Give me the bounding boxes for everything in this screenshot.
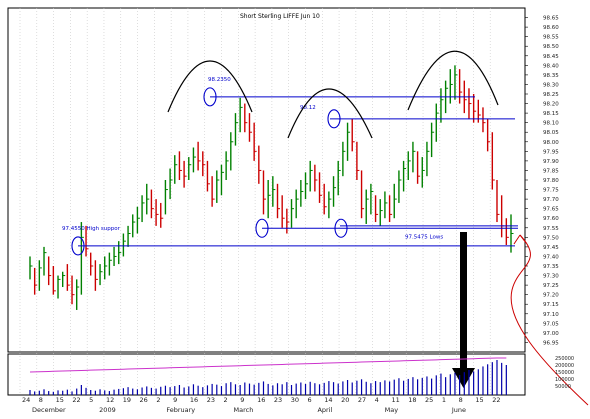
y-tick-label: 98.20 [543,102,559,108]
y-tick-label: 97.95 [543,149,559,155]
y-tick-label: 98.50 [543,44,559,50]
x-tick-label: 1 [442,396,446,404]
y-tick-label: 98.15 [543,111,559,117]
chart-title: Short Sterling LIFFE Jun 10 [240,13,320,20]
x-tick-label: 4 [375,396,379,404]
y-tick-label: 97.25 [543,283,559,289]
y-tick-label: 97.40 [543,254,559,260]
y-tick-label: 98.00 [543,140,559,146]
open-interest-line [29,357,507,373]
volume-tick-label: 100000 [555,377,574,383]
highlight-circle [334,218,348,238]
month-label: June [451,406,466,414]
x-tick-label: 22 [492,396,500,404]
y-tick-label: 97.65 [543,207,559,213]
level-label: 97.5475 Lows [405,234,443,240]
x-tick-label: 18 [408,396,416,404]
x-tick-label: 15 [56,396,64,404]
x-tick-label: 23 [274,396,282,404]
volume-tick-label: 250000 [555,356,574,362]
month-label: 2009 [99,406,116,414]
y-tick-label: 98.05 [543,130,559,136]
highlight-circle [327,109,341,129]
y-tick-label: 98.25 [543,92,559,98]
level-label: 98.2350 [208,77,231,83]
y-tick-label: 97.90 [543,159,559,165]
month-label: March [234,406,254,414]
red-annotation-curve [510,234,589,406]
red-annotation-arrowhead [513,234,527,245]
y-tick-label: 98.30 [543,82,559,88]
y-tick-label: 97.75 [543,188,559,194]
volume-tick-label: 150000 [555,370,574,376]
x-tick-label: 5 [89,396,93,404]
x-tick-label: 11 [391,396,399,404]
highlight-circle [255,218,269,238]
y-tick-label: 97.30 [543,274,559,280]
y-tick-label: 97.10 [543,312,559,318]
y-tick-label: 96.95 [543,340,559,346]
price-panel [7,7,526,353]
volume-tick-label: 50000 [555,384,571,390]
highlight-circle [203,87,217,107]
month-label: April [317,406,332,414]
x-tick-label: 22 [72,396,80,404]
highlight-circle [71,236,85,256]
x-tick-label: 14 [324,396,332,404]
level-label: 97.4550 High suppor [62,226,121,232]
x-tick-label: 26 [140,396,148,404]
shoulder-arc-right [407,50,499,111]
y-tick-label: 98.40 [543,63,559,69]
x-tick-label: 9 [240,396,244,404]
volume-tick-label: 200000 [555,363,574,369]
x-tick-label: 16 [257,396,265,404]
x-tick-label: 2 [224,396,228,404]
y-tick-label: 97.70 [543,197,559,203]
y-tick-label: 97.50 [543,235,559,241]
x-tick-label: 8 [459,396,463,404]
y-tick-label: 98.45 [543,54,559,60]
head-arc [287,88,373,139]
y-tick-label: 97.15 [543,302,559,308]
x-tick-label: 15 [475,396,483,404]
level-label: 98.12 [300,105,316,111]
y-tick-label: 97.35 [543,264,559,270]
x-tick-label: 6 [307,396,311,404]
y-tick-label: 97.20 [543,293,559,299]
y-tick-label: 97.60 [543,216,559,222]
month-label: May [385,406,399,414]
x-tick-label: 2 [156,396,160,404]
target-arrow-shaft [460,232,467,372]
x-tick-label: 24 [22,396,30,404]
shoulder-arc [167,60,253,113]
x-tick-label: 9 [173,396,177,404]
x-tick-label: 25 [425,396,433,404]
y-tick-label: 98.55 [543,35,559,41]
y-tick-label: 98.65 [543,16,559,22]
y-tick-label: 98.35 [543,73,559,79]
volume-panel [7,353,526,396]
month-label: December [32,406,66,414]
y-tick-label: 97.55 [543,226,559,232]
month-label: February [166,406,195,414]
x-tick-label: 20 [341,396,349,404]
y-tick-label: 97.05 [543,321,559,327]
y-tick-label: 97.45 [543,245,559,251]
y-tick-label: 98.60 [543,25,559,31]
x-tick-label: 23 [207,396,215,404]
y-tick-label: 97.80 [543,178,559,184]
x-tick-label: 27 [358,396,366,404]
x-tick-label: 19 [123,396,131,404]
x-tick-label: 8 [39,396,43,404]
y-tick-label: 97.00 [543,331,559,337]
x-tick-label: 16 [190,396,198,404]
y-tick-label: 97.85 [543,168,559,174]
y-tick-label: 98.10 [543,121,559,127]
x-tick-label: 12 [106,396,114,404]
x-tick-label: 30 [291,396,299,404]
